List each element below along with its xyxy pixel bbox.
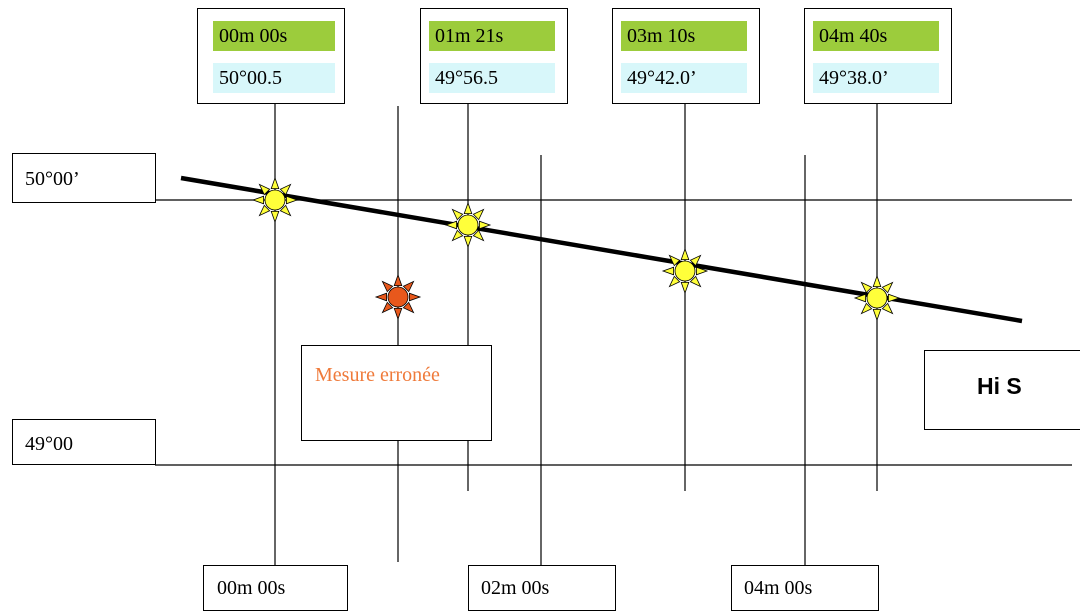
sun-ray <box>463 235 473 249</box>
result-box: Hi S <box>924 350 1080 430</box>
sun-ray <box>408 292 422 302</box>
error-note-text: Mesure erronée <box>315 364 440 386</box>
sun-ray <box>374 292 388 302</box>
sun-ray <box>270 176 280 190</box>
sun-ray <box>393 273 403 287</box>
sun-ray <box>258 204 271 217</box>
sun-disc <box>387 286 409 308</box>
obs-box-2: 01m 21s 49°56.5 <box>420 8 568 104</box>
sun-ray <box>881 281 894 294</box>
sun-marker <box>661 247 709 295</box>
sun-marker <box>251 176 299 224</box>
time-axis-label-0400: 04m 00s <box>744 577 813 599</box>
sun-ray <box>661 266 675 276</box>
sun-ray <box>451 208 464 221</box>
obs-box-1: 00m 00s 50°00.5 <box>197 8 345 104</box>
sun-ray <box>444 220 458 230</box>
sun-ray <box>860 281 873 294</box>
obs-altitude-1: 50°00.5 <box>213 63 335 93</box>
sun-ray <box>689 275 702 288</box>
sun-ray <box>285 195 299 205</box>
sun-ray <box>695 266 709 276</box>
sun-ray <box>872 308 882 322</box>
sun-disc <box>866 287 888 309</box>
sun-ray <box>279 204 292 217</box>
sun-disc <box>674 260 696 282</box>
obs-altitude-2: 49°56.5 <box>429 63 555 93</box>
obs-altitude-4: 49°38.0’ <box>813 63 939 93</box>
result-label: Hi S <box>977 373 1022 399</box>
sun-marker <box>444 201 492 249</box>
sun-ray <box>381 301 394 314</box>
sun-ray <box>381 280 394 293</box>
sun-ray <box>478 220 492 230</box>
sun-ray <box>270 210 280 224</box>
sun-ray <box>887 293 901 303</box>
sun-ray <box>872 274 882 288</box>
obs-box-4: 04m 40s 49°38.0’ <box>804 8 952 104</box>
obs-altitude-3: 49°42.0’ <box>621 63 747 93</box>
sun-disc <box>264 189 286 211</box>
altitude-label-upper: 50°00’ <box>12 153 156 203</box>
time-axis-label-0000: 00m 00s <box>217 577 286 599</box>
sun-ray <box>680 281 690 295</box>
sun-ray <box>279 183 292 196</box>
altitude-label-lower: 49°00 <box>12 419 156 465</box>
sun-ray <box>402 280 415 293</box>
sun-marker-erroneous <box>374 273 422 321</box>
sun-ray <box>393 307 403 321</box>
obs-time-3: 03m 10s <box>621 21 747 51</box>
obs-time-4: 04m 40s <box>813 21 939 51</box>
obs-box-3: 03m 10s 49°42.0’ <box>612 8 760 104</box>
obs-time-2: 01m 21s <box>429 21 555 51</box>
altitude-label-lower-text: 49°00 <box>25 433 73 455</box>
time-axis-label-0200: 02m 00s <box>481 577 550 599</box>
sun-ray <box>680 247 690 261</box>
time-axis-box-0400: 04m 00s <box>731 565 879 611</box>
error-note-box: Mesure erronée <box>301 345 492 441</box>
altitude-label-upper-text: 50°00’ <box>25 168 80 190</box>
sun-ray <box>472 229 485 242</box>
sun-ray <box>251 195 265 205</box>
sun-ray <box>451 229 464 242</box>
sun-ray <box>689 254 702 267</box>
time-axis-box-0200: 02m 00s <box>468 565 616 611</box>
sun-disc <box>457 214 479 236</box>
obs-time-1: 00m 00s <box>213 21 335 51</box>
sun-marker <box>853 274 901 322</box>
sun-ray <box>258 183 271 196</box>
time-axis-box-0000: 00m 00s <box>203 565 348 611</box>
sun-ray <box>668 254 681 267</box>
sun-ray <box>853 293 867 303</box>
sun-ray <box>881 302 894 315</box>
sun-ray <box>463 201 473 215</box>
sun-ray <box>402 301 415 314</box>
sun-ray <box>472 208 485 221</box>
sun-ray <box>860 302 873 315</box>
sun-ray <box>668 275 681 288</box>
